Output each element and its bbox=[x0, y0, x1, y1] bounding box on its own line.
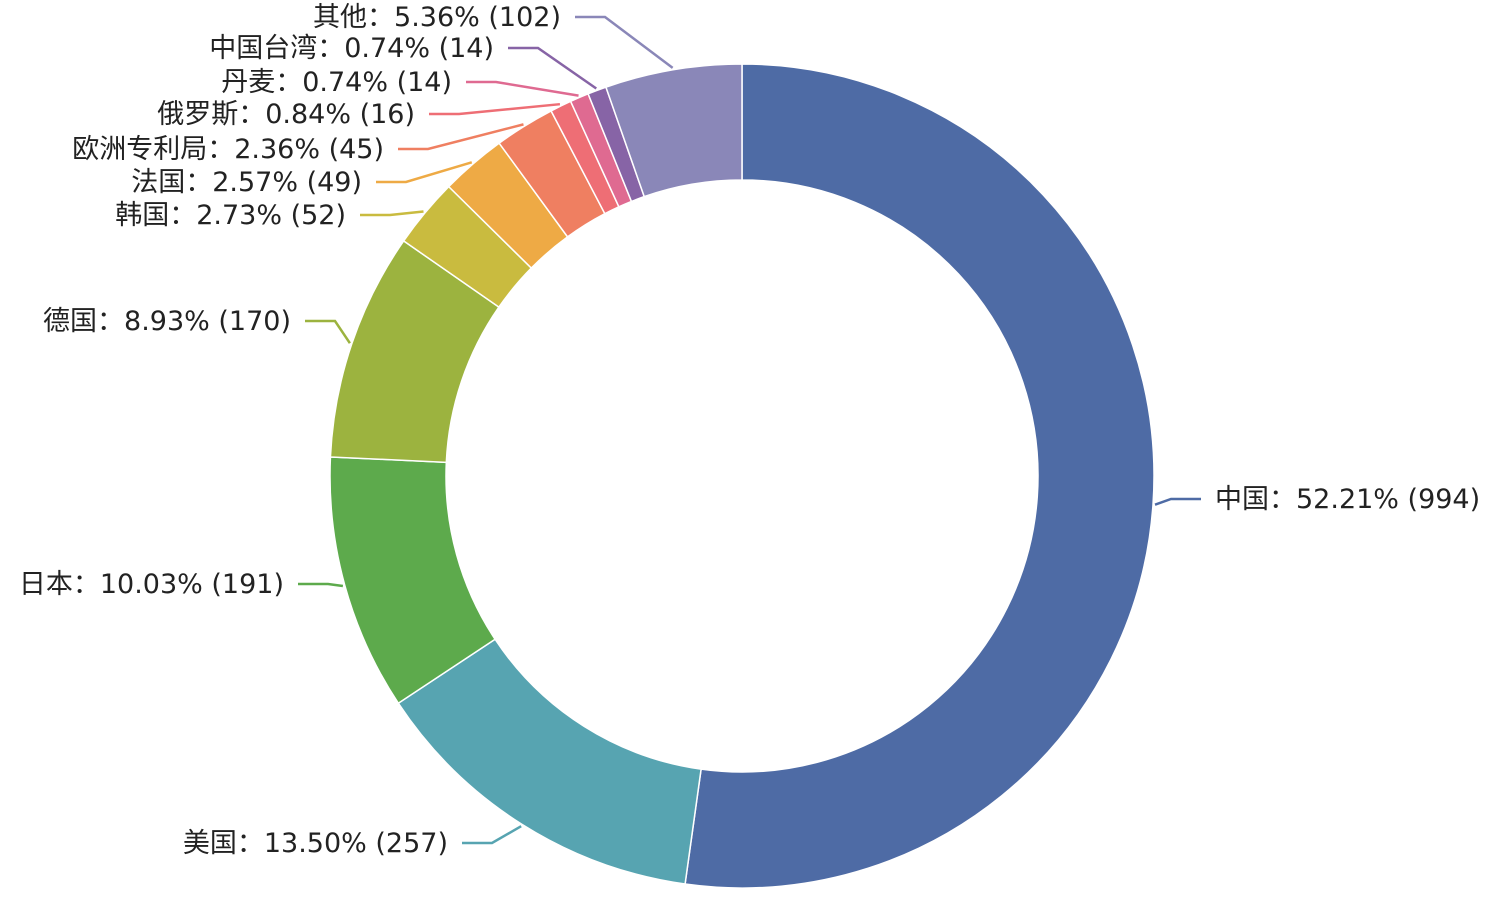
slice-label-3: 德国：8.93% (170) bbox=[43, 306, 291, 337]
leader-line-7 bbox=[429, 102, 561, 116]
labels-group: 中国：52.21% (994) 美国：13.50% (257) 日本：10.03% … bbox=[19, 2, 1480, 859]
slice-label-8: 丹麦：0.74% (14) bbox=[221, 67, 452, 98]
leader-line-0 bbox=[1154, 497, 1201, 506]
slice-label-5: 法国：2.57% (49) bbox=[131, 167, 362, 198]
slice-label-6: 欧洲专利局：2.36% (45) bbox=[72, 134, 384, 165]
slice-label-9: 中国台湾：0.74% (14) bbox=[209, 33, 494, 64]
slice-10 bbox=[604, 63, 743, 198]
leader-line-10 bbox=[575, 15, 674, 69]
slice-0 bbox=[684, 63, 1155, 889]
slice-label-0: 中国：52.21% (994) bbox=[1215, 484, 1480, 515]
leader-line-2 bbox=[298, 582, 344, 588]
leader-line-4 bbox=[360, 210, 424, 217]
leader-line-5 bbox=[376, 161, 473, 184]
slice-label-2: 日本：10.03% (191) bbox=[19, 569, 284, 600]
leader-lines-group bbox=[298, 15, 1201, 845]
leader-line-1 bbox=[462, 825, 522, 845]
leader-line-3 bbox=[305, 319, 351, 344]
leader-line-9 bbox=[508, 46, 597, 90]
slice-label-10: 其他：5.36% (102) bbox=[313, 2, 561, 33]
slice-label-1: 美国：13.50% (257) bbox=[183, 828, 448, 859]
slice-label-7: 俄罗斯：0.84% (16) bbox=[157, 99, 415, 130]
slice-label-4: 韩国：2.73% (52) bbox=[115, 200, 346, 231]
leader-line-8 bbox=[466, 80, 579, 97]
leader-line-6 bbox=[398, 123, 524, 151]
slices-group bbox=[329, 63, 1155, 889]
